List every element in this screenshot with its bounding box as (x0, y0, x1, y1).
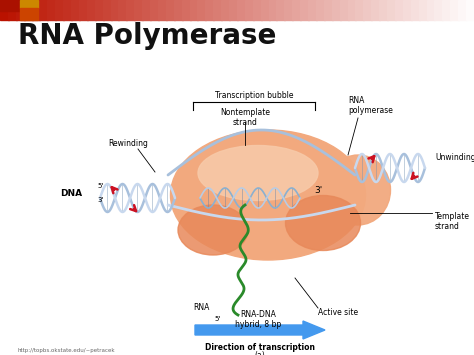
Bar (419, 0, 428, 20)
Bar (458, 0, 467, 20)
Bar (150, 0, 159, 20)
Bar (24, 0, 33, 20)
Bar (411, 0, 419, 20)
Bar (63, 0, 72, 20)
Bar (450, 0, 459, 20)
Bar (103, 0, 111, 20)
Bar (87, 0, 96, 20)
Text: Nontemplate
strand: Nontemplate strand (220, 108, 270, 127)
Bar (182, 0, 191, 20)
Bar (340, 0, 348, 20)
Bar (379, 0, 388, 20)
Bar (142, 0, 151, 20)
Bar (300, 0, 309, 20)
Text: 5': 5' (97, 183, 103, 189)
Bar (276, 0, 285, 20)
Bar (158, 0, 167, 20)
Bar (205, 0, 214, 20)
FancyArrow shape (195, 321, 325, 339)
Bar (229, 0, 238, 20)
Text: RNA-DNA
hybrid, 8 bp: RNA-DNA hybrid, 8 bp (235, 310, 281, 329)
Text: DNA: DNA (60, 189, 82, 197)
Bar (466, 0, 474, 20)
Bar (316, 0, 325, 20)
Bar (71, 0, 80, 20)
Bar (332, 0, 341, 20)
Bar (403, 0, 412, 20)
Text: 3': 3' (314, 186, 322, 195)
Bar (166, 0, 175, 20)
Text: (a): (a) (255, 351, 265, 355)
Bar (213, 0, 222, 20)
Bar (292, 0, 301, 20)
Bar (32, 0, 40, 20)
Bar (435, 0, 443, 20)
Bar (110, 0, 119, 20)
Bar (20, 8, 38, 20)
Bar (20, 0, 38, 8)
Ellipse shape (198, 146, 318, 201)
Bar (198, 0, 206, 20)
Text: Active site: Active site (318, 308, 358, 317)
Ellipse shape (285, 196, 361, 251)
Bar (127, 0, 135, 20)
Text: 3': 3' (97, 197, 103, 203)
Bar (39, 0, 48, 20)
Text: Direction of transcription: Direction of transcription (205, 343, 315, 352)
Bar (442, 0, 451, 20)
Bar (395, 0, 404, 20)
Bar (269, 0, 277, 20)
Bar (261, 0, 270, 20)
Bar (95, 0, 104, 20)
Bar (308, 0, 317, 20)
Bar (8, 0, 17, 20)
Bar (16, 0, 25, 20)
Bar (237, 0, 246, 20)
Bar (245, 0, 254, 20)
Ellipse shape (178, 205, 248, 255)
Bar (190, 0, 199, 20)
Ellipse shape (171, 130, 365, 260)
Bar (174, 0, 182, 20)
Text: Template
strand: Template strand (435, 212, 470, 231)
Bar (371, 0, 380, 20)
Bar (364, 0, 372, 20)
Bar (55, 0, 64, 20)
Bar (118, 0, 128, 20)
Bar (0, 0, 9, 20)
Bar (324, 0, 333, 20)
Bar (356, 0, 365, 20)
Bar (253, 0, 262, 20)
Bar (134, 0, 143, 20)
Bar (0, 0, 20, 11)
Bar (47, 0, 56, 20)
Text: Unwinding: Unwinding (435, 153, 474, 163)
Bar (79, 0, 88, 20)
Bar (347, 0, 356, 20)
Bar (427, 0, 436, 20)
Ellipse shape (326, 155, 391, 225)
Bar (221, 0, 230, 20)
Text: Rewinding: Rewinding (108, 139, 148, 148)
Text: RNA
polymerase: RNA polymerase (348, 96, 393, 115)
Text: Transcription bubble: Transcription bubble (215, 91, 293, 100)
Text: RNA: RNA (193, 304, 210, 312)
Bar (387, 0, 396, 20)
Text: http://topbs.okstate.edu/~petracek: http://topbs.okstate.edu/~petracek (18, 348, 116, 353)
Text: 5': 5' (214, 316, 220, 322)
Text: RNA Polymerase: RNA Polymerase (18, 22, 276, 50)
Bar (284, 0, 293, 20)
